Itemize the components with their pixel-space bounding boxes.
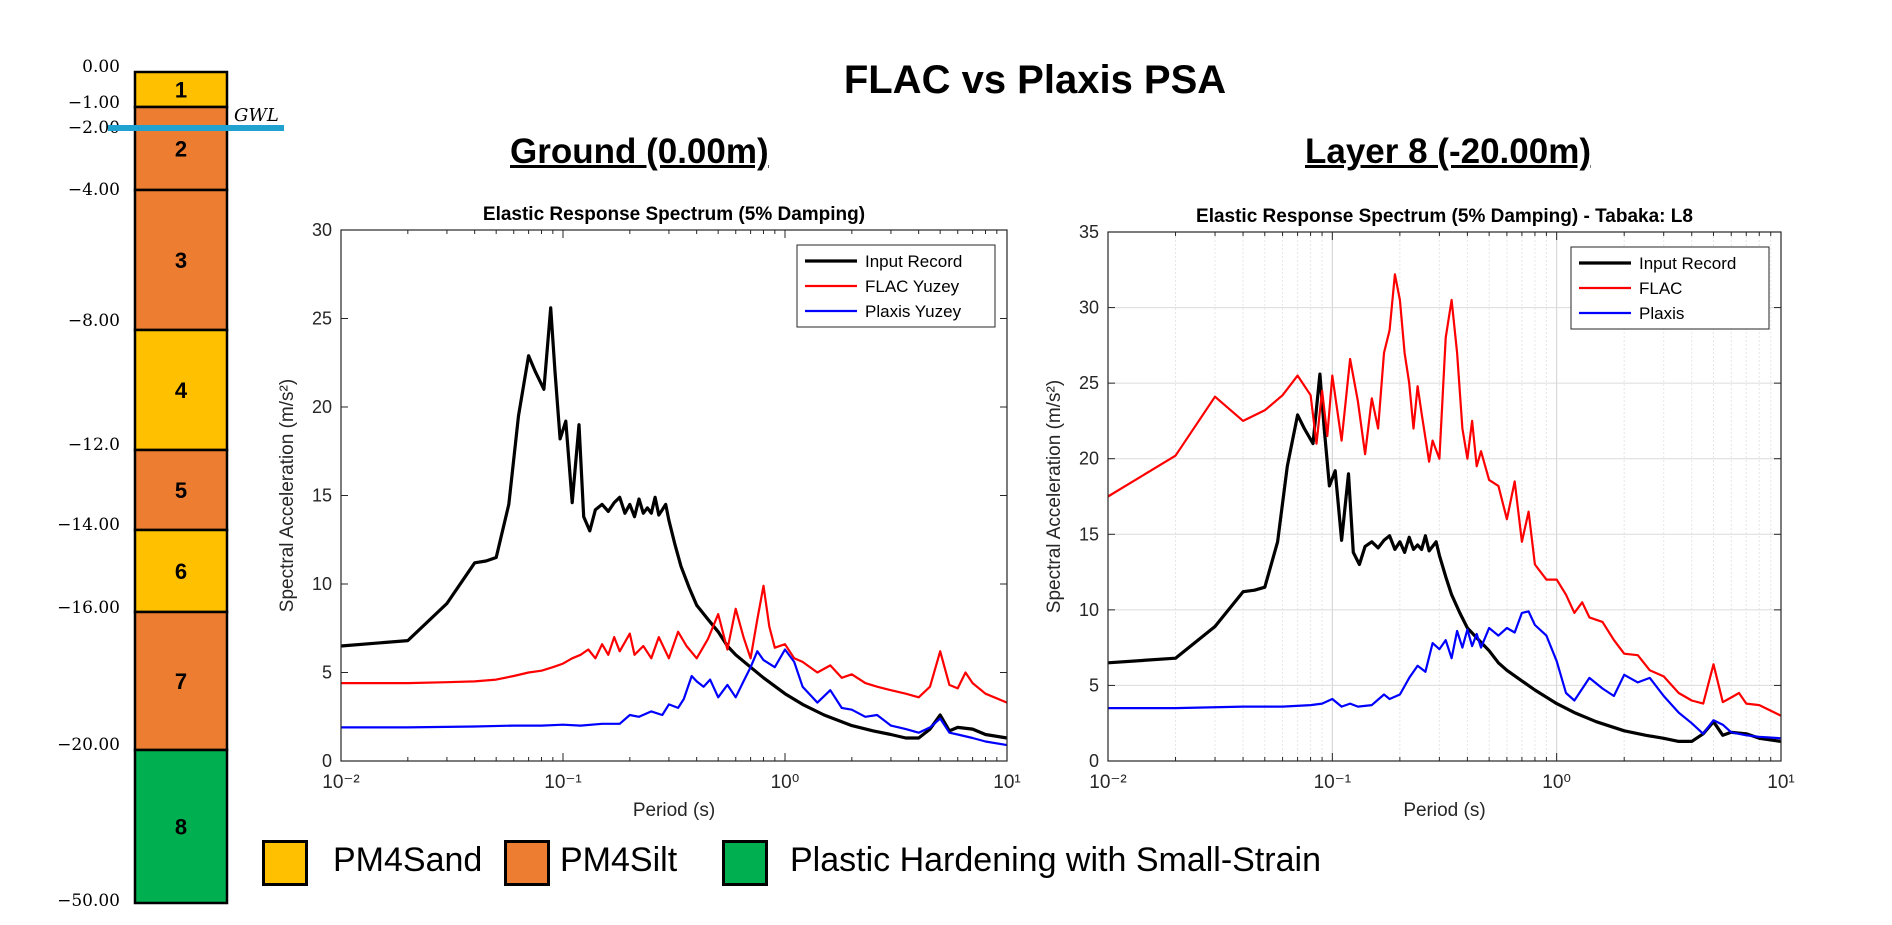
legend-swatch-pm4sand (262, 840, 308, 886)
y-tick-label: 30 (1079, 298, 1099, 318)
series-line (1107, 273, 1782, 717)
y-axis-label: Spectral Acceleration (m/s²) (1044, 380, 1065, 613)
x-axis-label: Period (s) (633, 800, 715, 821)
depth-label: −4.00 (68, 180, 120, 200)
series-line (341, 584, 1008, 704)
chart-title: Elastic Response Spectrum (5% Damping) (483, 204, 865, 225)
soil-layer-number: 4 (175, 378, 188, 403)
soil-layer-number: 1 (175, 78, 187, 103)
y-tick-label: 20 (312, 397, 332, 417)
depth-label: −12.0 (68, 435, 120, 455)
legend-swatch-plastic-hardening (722, 840, 768, 886)
soil-layer-number: 2 (175, 137, 187, 162)
x-tick-label: 10⁰ (771, 772, 800, 793)
soil-layer (133, 70, 229, 109)
legend-entry: Plaxis Yuzey (865, 302, 962, 321)
series-line (1107, 372, 1782, 743)
legend-entry: Input Record (865, 252, 962, 271)
soil-layer (133, 448, 229, 532)
y-tick-label: 0 (322, 751, 332, 771)
soil-layer (133, 188, 229, 332)
depth-label: −20.00 (57, 735, 120, 755)
y-tick-label: 15 (1079, 524, 1099, 544)
series-line (1108, 610, 1782, 740)
legend-box (796, 244, 996, 328)
y-axis-label: Spectral Acceleration (m/s²) (277, 379, 298, 612)
x-axis-label: Period (s) (1403, 800, 1485, 821)
y-tick-label: 5 (1089, 675, 1099, 695)
legend-entry: FLAC (1639, 279, 1682, 298)
y-tick-label: 0 (1089, 751, 1099, 771)
depth-label: −14.00 (57, 515, 120, 535)
depth-label: −1.00 (68, 93, 120, 113)
soil-layer (133, 105, 229, 192)
depth-label: 0.00 (82, 57, 120, 77)
y-tick-label: 10 (1079, 600, 1099, 620)
y-tick-label: 30 (312, 220, 332, 240)
legend-entry: FLAC Yuzey (865, 277, 960, 296)
soil-layer (133, 610, 229, 752)
y-tick-label: 20 (1079, 449, 1099, 469)
soil-layer (133, 748, 229, 905)
depth-label: −2.00 (68, 118, 120, 138)
series-line (340, 306, 1008, 740)
x-tick-label: 10⁻¹ (544, 772, 582, 793)
y-tick-label: 15 (312, 486, 332, 506)
y-tick-label: 5 (322, 663, 332, 683)
depth-label: −8.00 (68, 311, 120, 331)
figure-title: FLAC vs Plaxis PSA (843, 58, 1227, 102)
soil-layer-number: 5 (175, 478, 187, 503)
depth-label: −16.00 (57, 598, 120, 618)
soil-layer-number: 8 (175, 815, 187, 840)
y-tick-label: 25 (1079, 373, 1099, 393)
legend-label-pm4silt: PM4Silt (560, 841, 678, 879)
legend-entry: Plaxis (1639, 304, 1684, 323)
y-tick-label: 25 (312, 309, 332, 329)
x-tick-label: 10⁻² (1089, 772, 1127, 793)
axes-frame (1107, 231, 1782, 762)
panel-heading-layer8: Layer 8 (-20.00m) (1305, 132, 1591, 171)
y-tick-label: 35 (1079, 222, 1099, 242)
x-tick-label: 10¹ (993, 772, 1020, 793)
soil-layer-number: 6 (175, 559, 187, 584)
y-tick-label: 10 (312, 574, 332, 594)
soil-layer-number: 7 (175, 669, 187, 694)
soil-layer-number: 3 (175, 248, 187, 273)
legend-label-plastic-hardening: Plastic Hardening with Small-Strain (790, 841, 1321, 879)
legend-swatch-pm4silt (504, 840, 550, 886)
gwl-label: GWL (234, 105, 279, 126)
x-tick-label: 10⁻¹ (1314, 772, 1352, 793)
legend-entry: Input Record (1639, 254, 1736, 273)
panel-heading-ground: Ground (0.00m) (510, 132, 769, 171)
x-tick-label: 10⁻² (322, 772, 360, 793)
depth-label: −50.00 (57, 891, 120, 911)
x-tick-label: 10¹ (1767, 772, 1794, 793)
chart-title: Elastic Response Spectrum (5% Damping) -… (1196, 206, 1693, 227)
soil-layer (133, 528, 229, 614)
x-tick-label: 10⁰ (1542, 772, 1571, 793)
soil-layer (133, 328, 229, 452)
series-line (341, 648, 1008, 747)
legend-label-pm4sand: PM4Sand (333, 841, 483, 879)
